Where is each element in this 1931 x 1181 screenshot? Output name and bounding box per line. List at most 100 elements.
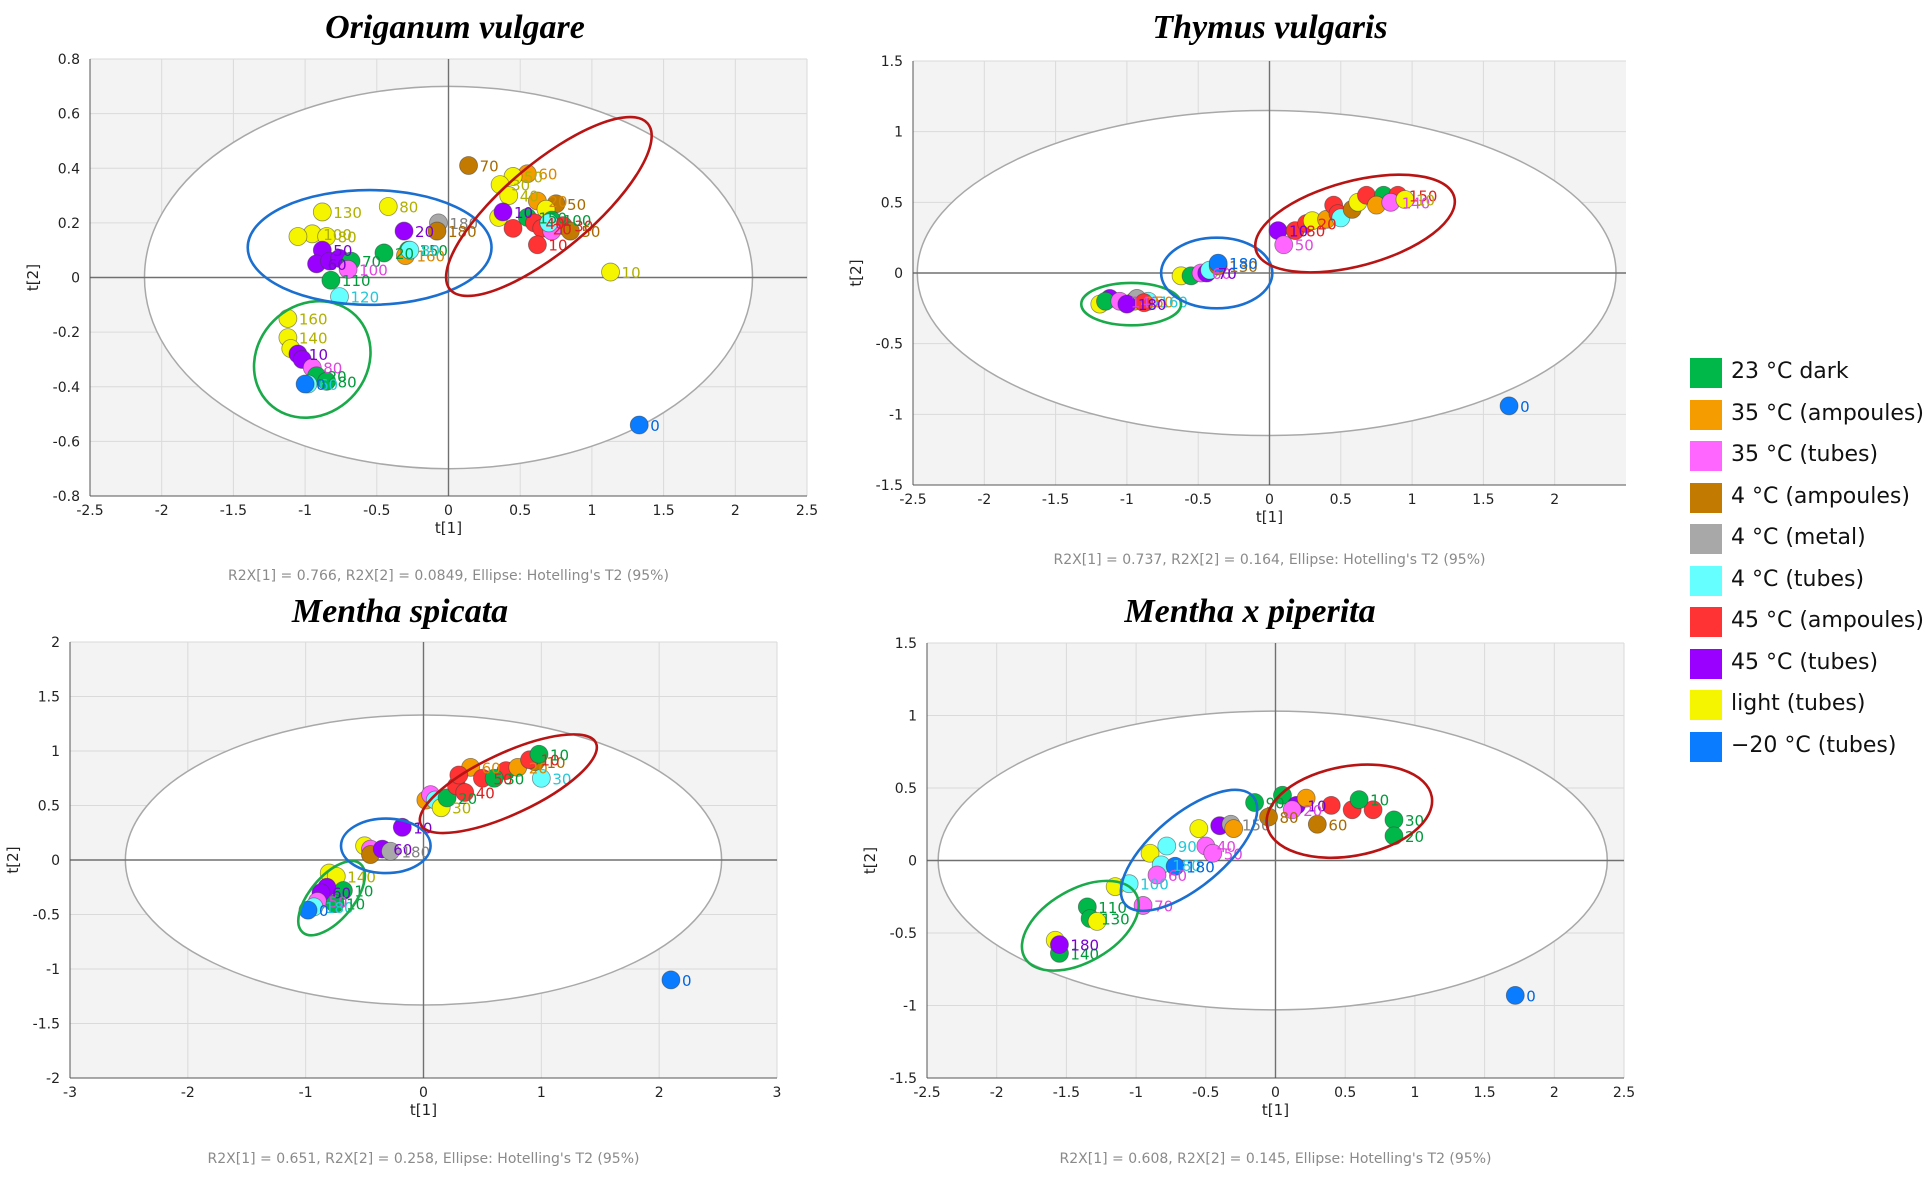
x-tick-label: 0.5 <box>1334 1085 1356 1101</box>
point-label: 140 <box>347 868 376 886</box>
cluster-ellipse-red <box>1265 763 1434 860</box>
x-tick-label: 1 <box>587 503 596 519</box>
legend-label: 4 °C (ampoules) <box>1731 483 1910 509</box>
point-label: 60 <box>393 841 412 859</box>
y-tick-label: -1 <box>903 999 917 1015</box>
legend-item: 4 °C (ampoules) <box>1690 478 1925 520</box>
chart-title: Mentha spicata <box>291 593 508 630</box>
point-label: 10 <box>514 204 533 222</box>
point-label: 60 <box>482 759 501 777</box>
x-tick-label: -1.5 <box>220 503 247 519</box>
data-point <box>374 243 394 263</box>
point-label: 110 <box>342 272 371 290</box>
data-point <box>1208 253 1228 273</box>
y-tick-label: 0.2 <box>58 216 80 232</box>
point-label: 150 <box>419 242 448 260</box>
point-label: 140 <box>299 330 328 348</box>
point-label: 0 <box>650 417 660 435</box>
x-tick-label: 0 <box>1271 1085 1280 1101</box>
point-label: 30 <box>505 770 524 788</box>
x-tick-label: 3 <box>773 1085 782 1101</box>
y-tick-label: 0.8 <box>58 52 80 68</box>
legend-swatch <box>1690 482 1722 513</box>
data-point <box>1307 814 1327 834</box>
point-label: 140 <box>1070 945 1099 963</box>
x-axis-label: t[1] <box>1256 508 1283 526</box>
y-tick-label: 2 <box>51 635 60 651</box>
point-label: 10 <box>309 346 328 364</box>
point-label: 100 <box>359 261 388 279</box>
legend-item: 45 °C (ampoules) <box>1690 602 1925 644</box>
legend-label: 35 °C (ampoules) <box>1731 400 1924 426</box>
y-axis-label: t[2] <box>847 259 865 286</box>
data-point <box>1050 935 1069 954</box>
point-label: 180 <box>449 215 478 233</box>
point-label: 160 <box>416 248 445 266</box>
cluster-ellipse-red <box>1253 173 1457 274</box>
data-point <box>288 227 308 246</box>
data-point <box>1203 843 1223 863</box>
x-axis-label: t[1] <box>435 519 462 537</box>
legend-swatch <box>1690 690 1722 720</box>
point-label: 150 <box>538 209 567 227</box>
y-tick-label: 0 <box>908 854 917 870</box>
x-tick-label: 1 <box>1408 492 1417 508</box>
point-label: 20 <box>1303 802 1322 820</box>
y-tick-label: 0.5 <box>881 195 903 211</box>
data-point <box>1395 190 1415 209</box>
legend-swatch <box>1690 441 1722 471</box>
point-label: 20 <box>458 790 477 808</box>
point-label: 140 <box>1131 293 1160 311</box>
legend-item: 45 °C (tubes) <box>1690 644 1925 686</box>
x-tick-label: 2 <box>731 503 740 519</box>
data-point <box>1349 790 1369 809</box>
legend-label: light (tubes) <box>1731 691 1866 716</box>
y-axis-label: t[2] <box>861 847 879 874</box>
point-label: 180 <box>1172 857 1201 875</box>
point-label: 60 <box>332 885 351 903</box>
x-tick-label: -2.5 <box>913 1085 940 1101</box>
data-point <box>312 202 332 222</box>
point-label: 110 <box>1098 899 1127 917</box>
x-tick-label: 0 <box>1265 492 1274 508</box>
data-point <box>629 415 649 435</box>
data-point <box>1499 396 1519 416</box>
legend-label: 45 °C (ampoules) <box>1731 608 1924 633</box>
y-axis-label: t[2] <box>4 846 22 873</box>
legend: 23 °C dark 35 °C (ampoules) 35 °C (tubes… <box>1690 353 1925 768</box>
point-label: 10 <box>1416 192 1435 210</box>
data-point <box>1296 788 1316 808</box>
point-label: 0 <box>316 376 326 394</box>
legend-label: 4 °C (metal) <box>1731 525 1866 550</box>
point-label: 50 <box>1295 237 1314 255</box>
point-label: 60 <box>538 166 557 184</box>
data-point <box>560 221 580 241</box>
y-tick-label: 0.5 <box>38 799 60 815</box>
y-tick-label: -1.5 <box>876 478 903 494</box>
x-tick-label: -1 <box>1129 1085 1143 1101</box>
x-tick-label: 0.5 <box>509 503 531 519</box>
legend-label: 23 °C dark <box>1731 359 1849 384</box>
x-tick-label: -1.5 <box>1053 1085 1080 1101</box>
point-label: 140 <box>1402 194 1431 212</box>
legend-swatch <box>1690 607 1722 637</box>
point-label: 50 <box>1224 845 1243 863</box>
y-tick-label: 1.5 <box>895 636 917 652</box>
x-tick-label: 0 <box>444 503 453 519</box>
point-label: 40 <box>476 784 495 802</box>
data-point <box>1087 912 1107 931</box>
data-point <box>1140 843 1160 863</box>
point-label: 180 <box>1070 937 1099 955</box>
point-label: 80 <box>338 373 357 391</box>
data-point <box>394 221 414 241</box>
y-tick-label: -1.5 <box>890 1071 917 1087</box>
point-label: 10 <box>1289 223 1308 241</box>
point-label: 50 <box>524 168 543 186</box>
point-label: 150 <box>1145 293 1174 311</box>
data-point <box>601 262 620 282</box>
x-tick-label: -0.5 <box>1185 492 1212 508</box>
x-axis-label: t[1] <box>1262 1101 1289 1119</box>
y-tick-label: 0 <box>894 266 903 282</box>
data-point <box>1134 293 1154 313</box>
